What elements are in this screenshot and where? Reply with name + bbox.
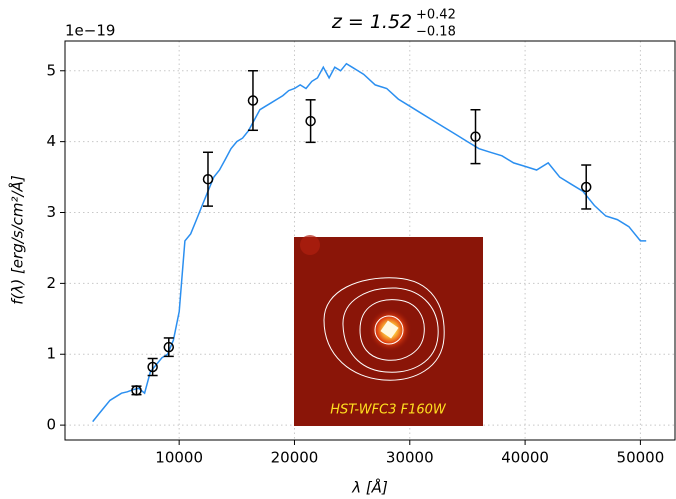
title-base: z = 1.52	[331, 11, 412, 33]
y-tick-label: 4	[46, 132, 56, 150]
offset-label: 1e−19	[65, 22, 115, 40]
chart-title: z = 1.52	[331, 11, 412, 33]
data-point	[163, 341, 175, 353]
y-tick-label: 5	[46, 61, 56, 79]
data-point	[470, 131, 481, 142]
x-tick-label: 20000	[271, 449, 319, 467]
title-upper: +0.42	[416, 8, 456, 23]
inset-blob	[300, 235, 320, 255]
inset-label: HST-WFC3 F160W	[330, 403, 447, 418]
axes-frame	[64, 40, 676, 441]
x-tick-label: 50000	[617, 449, 665, 467]
data-point	[305, 115, 316, 127]
y-tick-label: 1	[46, 345, 56, 363]
data-point	[131, 385, 142, 396]
y-tick-label: 0	[46, 416, 56, 434]
data-point	[202, 173, 214, 185]
x-axis-label: λ [Å]	[351, 478, 388, 497]
model-spectrum	[92, 62, 647, 423]
title-lower: −0.18	[416, 25, 456, 40]
data-point	[147, 361, 158, 373]
inset-contours	[323, 277, 445, 381]
data-point	[247, 95, 259, 106]
data-point	[580, 181, 592, 193]
y-tick-label: 2	[46, 274, 56, 292]
y-axis-label: f(λ) [erg/s/cm²/Å]	[8, 175, 27, 305]
inset: HST-WFC3 F160W	[294, 235, 483, 426]
y-tick-label: 3	[46, 203, 56, 221]
x-tick-label: 30000	[386, 449, 434, 467]
inset-core	[380, 320, 399, 339]
x-tick-label: 40000	[501, 449, 549, 467]
x-tick-label: 10000	[155, 449, 203, 467]
